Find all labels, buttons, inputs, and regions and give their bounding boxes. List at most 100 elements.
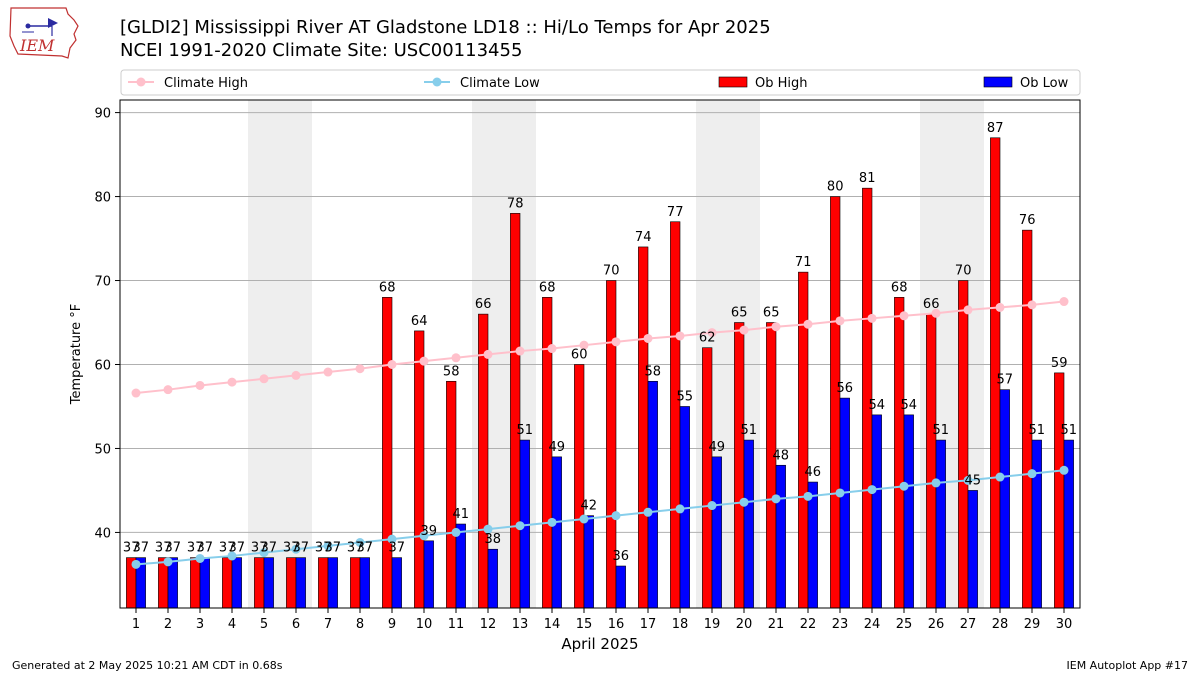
ob-high-label: 70: [603, 264, 620, 279]
ob-low-label: 54: [901, 398, 918, 413]
ob-high-bar: [990, 137, 1001, 609]
ob-low-label: 37: [229, 541, 246, 556]
climate-high-point: [707, 328, 717, 338]
x-tick-label: 29: [1024, 617, 1041, 632]
ob-low-bar: [967, 490, 978, 609]
ob-low-bar: [615, 565, 626, 609]
climate-high-point: [675, 331, 685, 341]
ob-low-bar: [231, 557, 242, 609]
ob-low-bar: [1031, 439, 1042, 609]
climate-low-point: [739, 497, 749, 507]
climate-low-point: [931, 478, 941, 488]
generated-timestamp: Generated at 2 May 2025 10:21 AM CDT in …: [12, 659, 283, 672]
y-tick-label: 60: [94, 358, 111, 373]
ob-low-label: 55: [677, 389, 694, 404]
climate-low-point: [643, 507, 653, 517]
climate-high-point: [739, 325, 749, 335]
climate-low-point: [963, 475, 973, 485]
ob-low-bar: [487, 548, 498, 609]
ob-high-label: 37: [219, 541, 236, 556]
x-tick-label: 26: [928, 617, 945, 632]
ob-high-label: 37: [123, 541, 140, 556]
x-tick-label: 6: [292, 617, 300, 632]
ob-low-bar: [1063, 439, 1074, 609]
ob-high-bar: [958, 280, 969, 609]
ob-low-bar: [583, 515, 594, 609]
x-tick-label: 9: [388, 617, 396, 632]
ob-low-label: 37: [197, 541, 214, 556]
ob-high-bar: [670, 221, 681, 609]
climate-low-point: [1059, 465, 1069, 475]
ob-high-label: 37: [251, 541, 268, 556]
plot-frame: [119, 99, 1081, 609]
ob-high-bars: [126, 137, 1065, 609]
ob-high-bar: [446, 380, 457, 609]
ob-high-label: 59: [1051, 356, 1068, 371]
ob-high-label: 65: [763, 306, 780, 321]
ob-low-label: 46: [805, 465, 822, 480]
x-tick-label: 13: [512, 617, 529, 632]
ob-high-label: 66: [923, 297, 940, 312]
climate-high-point: [547, 344, 557, 354]
climate-low-point: [131, 559, 141, 569]
x-tick-label: 22: [800, 617, 817, 632]
x-tick-label: 16: [608, 617, 625, 632]
x-tick-label: 4: [228, 617, 236, 632]
ob-high-bar: [1022, 229, 1033, 609]
weekend-band: [472, 100, 536, 608]
x-tick-label: 10: [416, 617, 433, 632]
ob-high-bar: [926, 313, 937, 609]
ob-high-bar: [126, 557, 137, 609]
ob-high-bar: [894, 297, 905, 609]
climate-high-point: [355, 364, 365, 374]
x-tick-label: 21: [768, 617, 785, 632]
x-tick-label: 1: [132, 617, 140, 632]
ob-high-label: 80: [827, 180, 844, 195]
climate-low-point: [515, 521, 525, 531]
climate-high-point: [771, 322, 781, 332]
ob-low-bar: [839, 397, 850, 609]
logo-text: IEM: [19, 36, 55, 55]
climate-low-point: [771, 494, 781, 504]
ob-high-bar: [574, 364, 585, 609]
ob-high-bar: [1054, 372, 1065, 609]
x-tick-label: 8: [356, 617, 364, 632]
weekend-band: [696, 100, 760, 608]
ob-high-bar: [702, 347, 713, 609]
climate-high-point: [387, 359, 397, 369]
ob-high-label: 68: [539, 280, 556, 295]
x-tick-label: 23: [832, 617, 849, 632]
climate-high-point: [131, 388, 141, 398]
ob-high-bar: [382, 297, 393, 609]
legend-ob-high-swatch: [718, 76, 748, 88]
climate-low-point: [835, 488, 845, 498]
x-tick-label: 18: [672, 617, 689, 632]
ob-low-bar: [359, 557, 370, 609]
ob-low-bars: [135, 380, 1074, 609]
ob-high-label: 78: [507, 196, 524, 211]
climate-high-point: [227, 377, 237, 387]
ob-low-bar: [135, 557, 146, 609]
ob-high-label: 66: [475, 297, 492, 312]
climate-low-line: [135, 469, 1065, 566]
ob-high-bar: [606, 280, 617, 609]
ob-high-label: 87: [987, 121, 1004, 136]
climate-low-point: [323, 541, 333, 551]
ob-high-bar: [190, 557, 201, 609]
ob-high-label: 68: [891, 280, 908, 295]
climate-low-point: [291, 544, 301, 554]
climate-low-point: [803, 491, 813, 501]
climate-low-point: [387, 534, 397, 544]
ob-low-bar: [263, 557, 274, 609]
legend: Climate High Climate Low Ob High Ob Low: [120, 69, 1081, 96]
ob-high-label: 64: [411, 314, 428, 329]
y-tick-label: 50: [94, 442, 111, 457]
legend-climate-low-marker: [432, 77, 442, 87]
ob-high-bar: [638, 246, 649, 609]
ob-low-bar: [711, 456, 722, 609]
climate-low-point: [227, 551, 237, 561]
ob-low-label: 51: [517, 423, 534, 438]
ob-high-label: 71: [795, 255, 812, 270]
x-tick-label: 17: [640, 617, 657, 632]
ob-low-bar: [743, 439, 754, 609]
